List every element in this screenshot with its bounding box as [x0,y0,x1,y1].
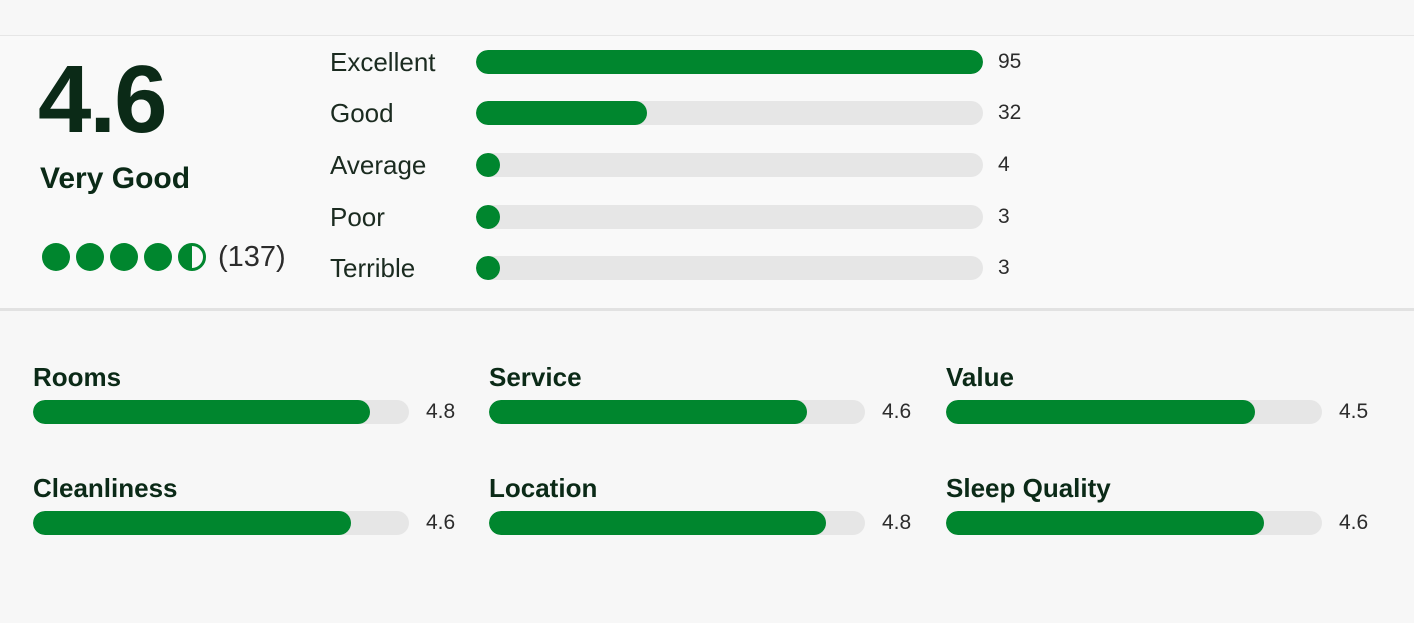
subrating-service: Service 4.6 [489,362,929,432]
distribution-bar-track [476,50,983,74]
subrating-bar-track [33,511,409,535]
subrating-bar-track [489,400,865,424]
subrating-bar-track [489,511,865,535]
subrating-value: 4.6 [1339,511,1369,534]
subrating-bar-fill [489,511,826,535]
subrating-label: Sleep Quality [946,473,1111,503]
review-count: (137) [218,241,286,273]
subrating-bar-fill [33,511,351,535]
subrating-cleanliness: Cleanliness 4.6 [33,473,473,543]
subrating-label: Value [946,362,1014,392]
distribution-label: Good [330,98,394,128]
subrating-bar-fill [946,511,1264,535]
subrating-value: 4.6 [426,511,456,534]
bubble-rating: (137) [42,242,286,272]
subrating-value: 4.5 [1339,400,1369,423]
subrating-label: Location [489,473,598,503]
distribution-label: Excellent [330,47,436,77]
distribution-row-terrible[interactable]: Terrible 3 [330,253,1050,283]
subrating-value-category: Value 4.5 [946,362,1386,432]
subrating-label: Rooms [33,362,122,392]
overall-score: 4.6 [38,46,167,153]
bubble-full-icon [110,243,138,271]
distribution-label: Poor [330,202,385,232]
overall-rating-label: Very Good [40,162,191,195]
subrating-value: 4.8 [426,400,456,423]
distribution-count: 95 [998,50,1022,73]
distribution-bar-fill [476,50,983,74]
bubble-full-icon [42,243,70,271]
distribution-bar-track [476,101,983,125]
subrating-label: Service [489,362,582,392]
distribution-bar-fill [476,205,500,229]
subrating-bar-fill [33,400,370,424]
bubble-full-icon [144,243,172,271]
subrating-bar-track [946,400,1322,424]
distribution-count: 4 [998,153,1010,176]
distribution-row-poor[interactable]: Poor 3 [330,202,1050,232]
distribution-label: Average [330,150,427,180]
distribution-bar-fill [476,101,647,125]
subrating-bar-track [946,511,1322,535]
subrating-rooms: Rooms 4.8 [33,362,473,432]
distribution-label: Terrible [330,253,416,283]
bubble-half-icon [178,243,206,271]
subrating-value: 4.6 [882,400,912,423]
subrating-bar-fill [946,400,1255,424]
distribution-count: 3 [998,256,1010,279]
distribution-bar-fill [476,153,500,177]
subrating-value: 4.8 [882,511,912,534]
distribution-count: 3 [998,205,1010,228]
bubble-full-icon [76,243,104,271]
subrating-bar-track [33,400,409,424]
distribution-bar-track [476,153,983,177]
distribution-bar-track [476,205,983,229]
distribution-row-excellent[interactable]: Excellent 95 [330,47,1050,77]
subrating-label: Cleanliness [33,473,178,503]
subrating-sleep-quality: Sleep Quality 4.6 [946,473,1386,543]
subrating-location: Location 4.8 [489,473,929,543]
distribution-row-average[interactable]: Average 4 [330,150,1050,180]
distribution-row-good[interactable]: Good 32 [330,98,1050,128]
distribution-count: 32 [998,101,1022,124]
distribution-bar-fill [476,256,500,280]
subrating-bar-fill [489,400,807,424]
distribution-bar-track [476,256,983,280]
